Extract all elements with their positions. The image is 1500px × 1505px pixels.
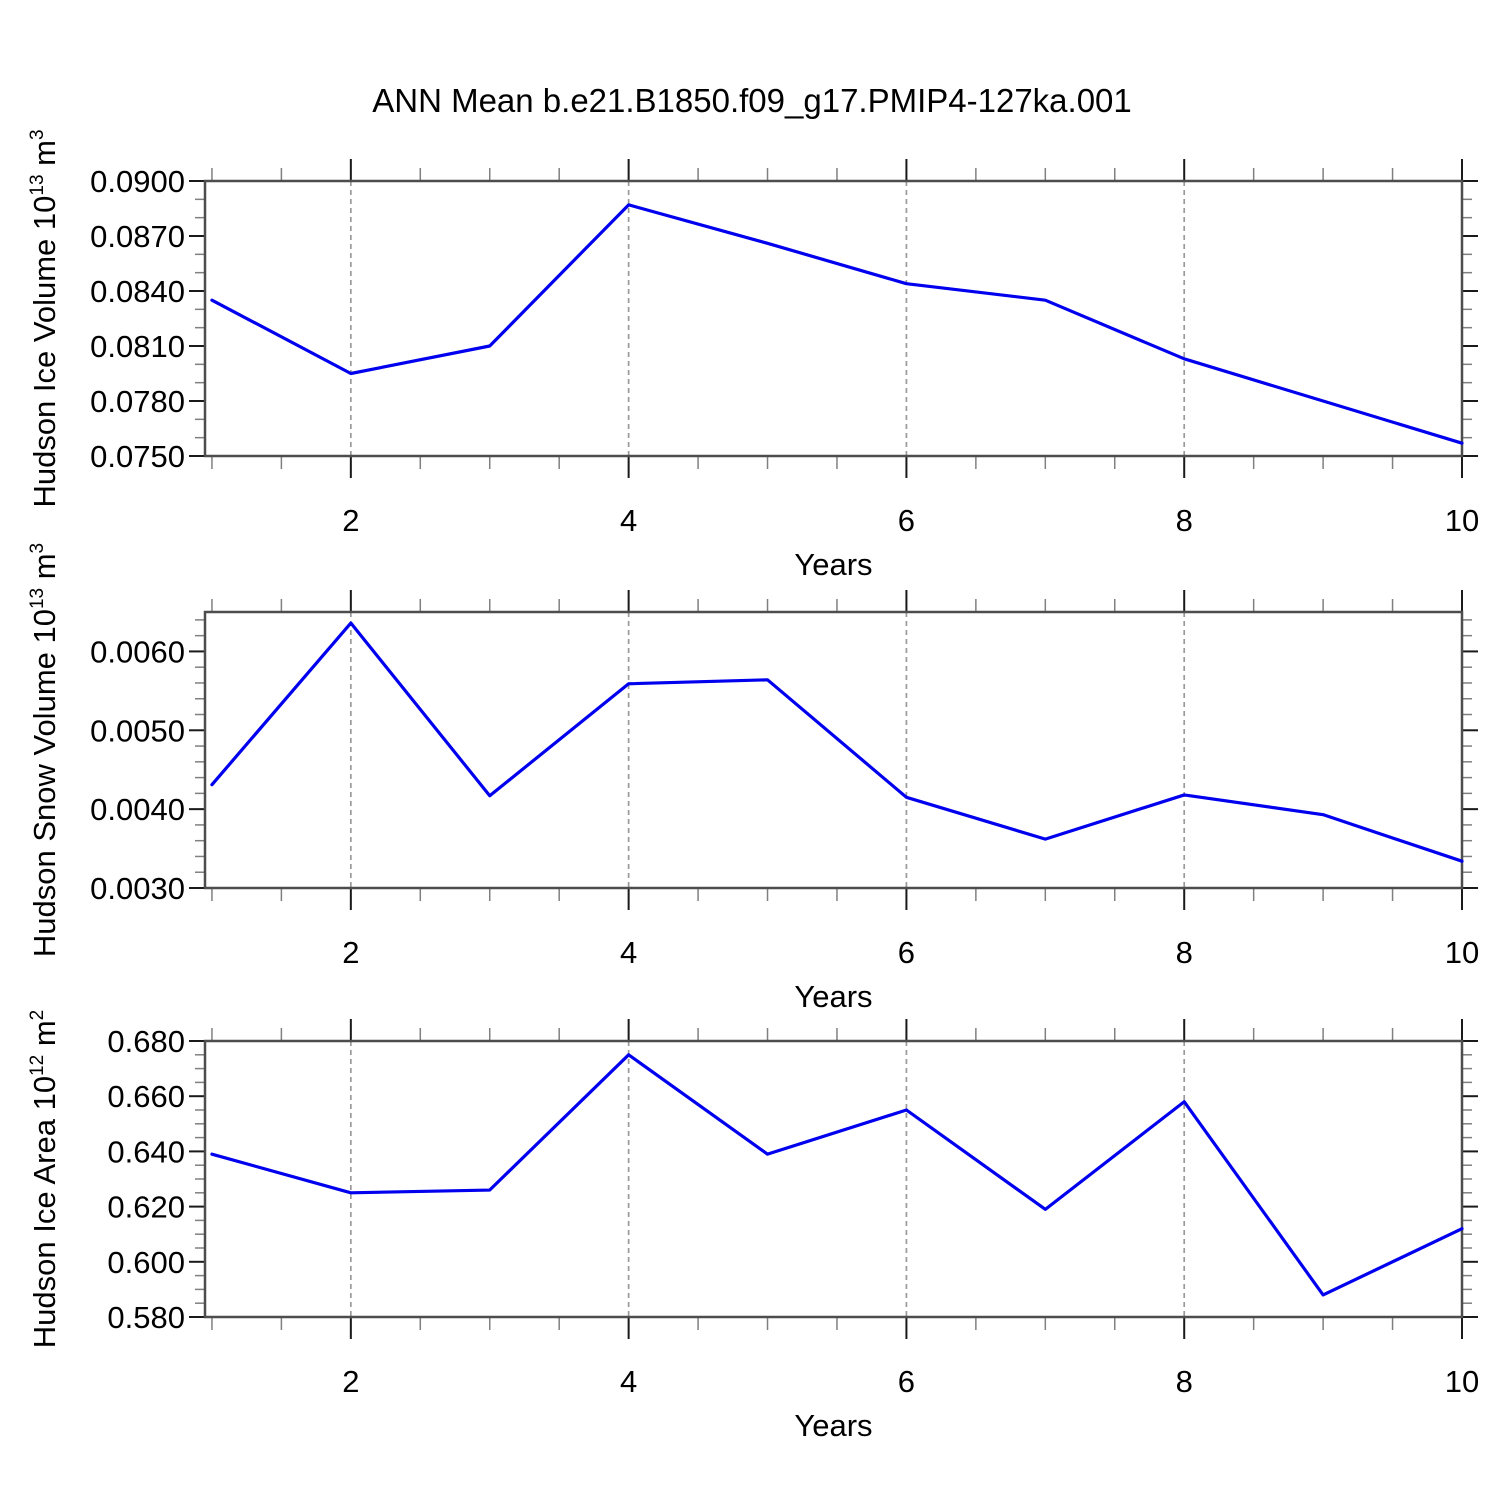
gridlines xyxy=(349,181,1186,456)
x-tick-label: 6 xyxy=(898,1364,915,1399)
y-axis-label: Hudson Ice Area 1012 m2 xyxy=(27,1010,62,1348)
hudson-ice-area-line xyxy=(210,1053,1464,1297)
y-axis-label: Hudson Ice Volume 1013 m3 xyxy=(27,129,62,507)
y-tick-label: 0.0900 xyxy=(90,164,185,199)
hudson-ice-volume-line xyxy=(210,203,1464,445)
x-axis-label: Years xyxy=(794,1408,872,1443)
x-tick-label: 6 xyxy=(898,935,915,970)
x-tick-label: 2 xyxy=(342,935,359,970)
x-tick-label: 8 xyxy=(1176,935,1193,970)
gridlines xyxy=(349,1041,1186,1317)
x-tick-label: 4 xyxy=(620,1364,637,1399)
y-axis-label: Hudson Snow Volume 1013 m3 xyxy=(27,543,62,957)
x-tick-label: 4 xyxy=(620,503,637,538)
ticks xyxy=(189,1019,1478,1339)
y-tick-label: 0.580 xyxy=(107,1300,185,1335)
y-tick-label: 0.0870 xyxy=(90,219,185,254)
plot-frame xyxy=(203,179,1464,458)
y-tick-label: 0.0050 xyxy=(90,713,185,748)
x-tick-label: 2 xyxy=(342,1364,359,1399)
y-tick-label: 0.0780 xyxy=(90,384,185,419)
gridlines xyxy=(349,612,1186,888)
x-tick-label: 2 xyxy=(342,503,359,538)
x-axis-label: Years xyxy=(794,979,872,1014)
x-tick-label: 8 xyxy=(1176,503,1193,538)
y-tick-label: 0.680 xyxy=(107,1024,185,1059)
hudson-snow-volume-line xyxy=(210,621,1464,863)
y-tick-label: 0.0030 xyxy=(90,871,185,906)
panel-hudson-ice-volume: 2 4 6 8 10 0.0900 0.0870 0.0840 0.0810 0.0780 0.07… xyxy=(27,129,1479,582)
ticks xyxy=(189,159,1478,478)
x-tick-label: 6 xyxy=(898,503,915,538)
x-tick-label: 10 xyxy=(1445,1364,1479,1399)
x-axis-label: Years xyxy=(794,547,872,582)
y-tick-label: 0.0060 xyxy=(90,634,185,669)
ticks xyxy=(189,590,1478,910)
x-tick-label: 10 xyxy=(1445,935,1479,970)
chart-title: ANN Mean b.e21.B1850.f09_g17.PMIP4-127ka… xyxy=(372,82,1132,119)
x-tick-label: 4 xyxy=(620,935,637,970)
panel-hudson-ice-area: 2 4 6 8 10 0.680 0.660 0.640 0.620 0.600 0.580 Year… xyxy=(27,1010,1479,1443)
x-tick-label: 10 xyxy=(1445,503,1479,538)
y-tick-label: 0.0840 xyxy=(90,274,185,309)
y-tick-label: 0.0750 xyxy=(90,439,185,474)
y-tick-label: 0.620 xyxy=(107,1190,185,1225)
plot-frame xyxy=(203,610,1464,890)
plot-frame xyxy=(203,1039,1464,1319)
y-tick-label: 0.0040 xyxy=(90,792,185,827)
y-tick-label: 0.640 xyxy=(107,1134,185,1169)
x-tick-label: 8 xyxy=(1176,1364,1193,1399)
y-tick-label: 0.0810 xyxy=(90,329,185,364)
y-tick-label: 0.600 xyxy=(107,1245,185,1280)
panel-hudson-snow-volume: 2 4 6 8 10 0.0060 0.0050 0.0040 0.0030 Years Hudso… xyxy=(27,543,1479,1014)
panels: 2 4 6 8 10 0.0900 0.0870 0.0840 0.0810 0.0780 0.07… xyxy=(27,129,1479,1443)
y-tick-label: 0.660 xyxy=(107,1079,185,1114)
